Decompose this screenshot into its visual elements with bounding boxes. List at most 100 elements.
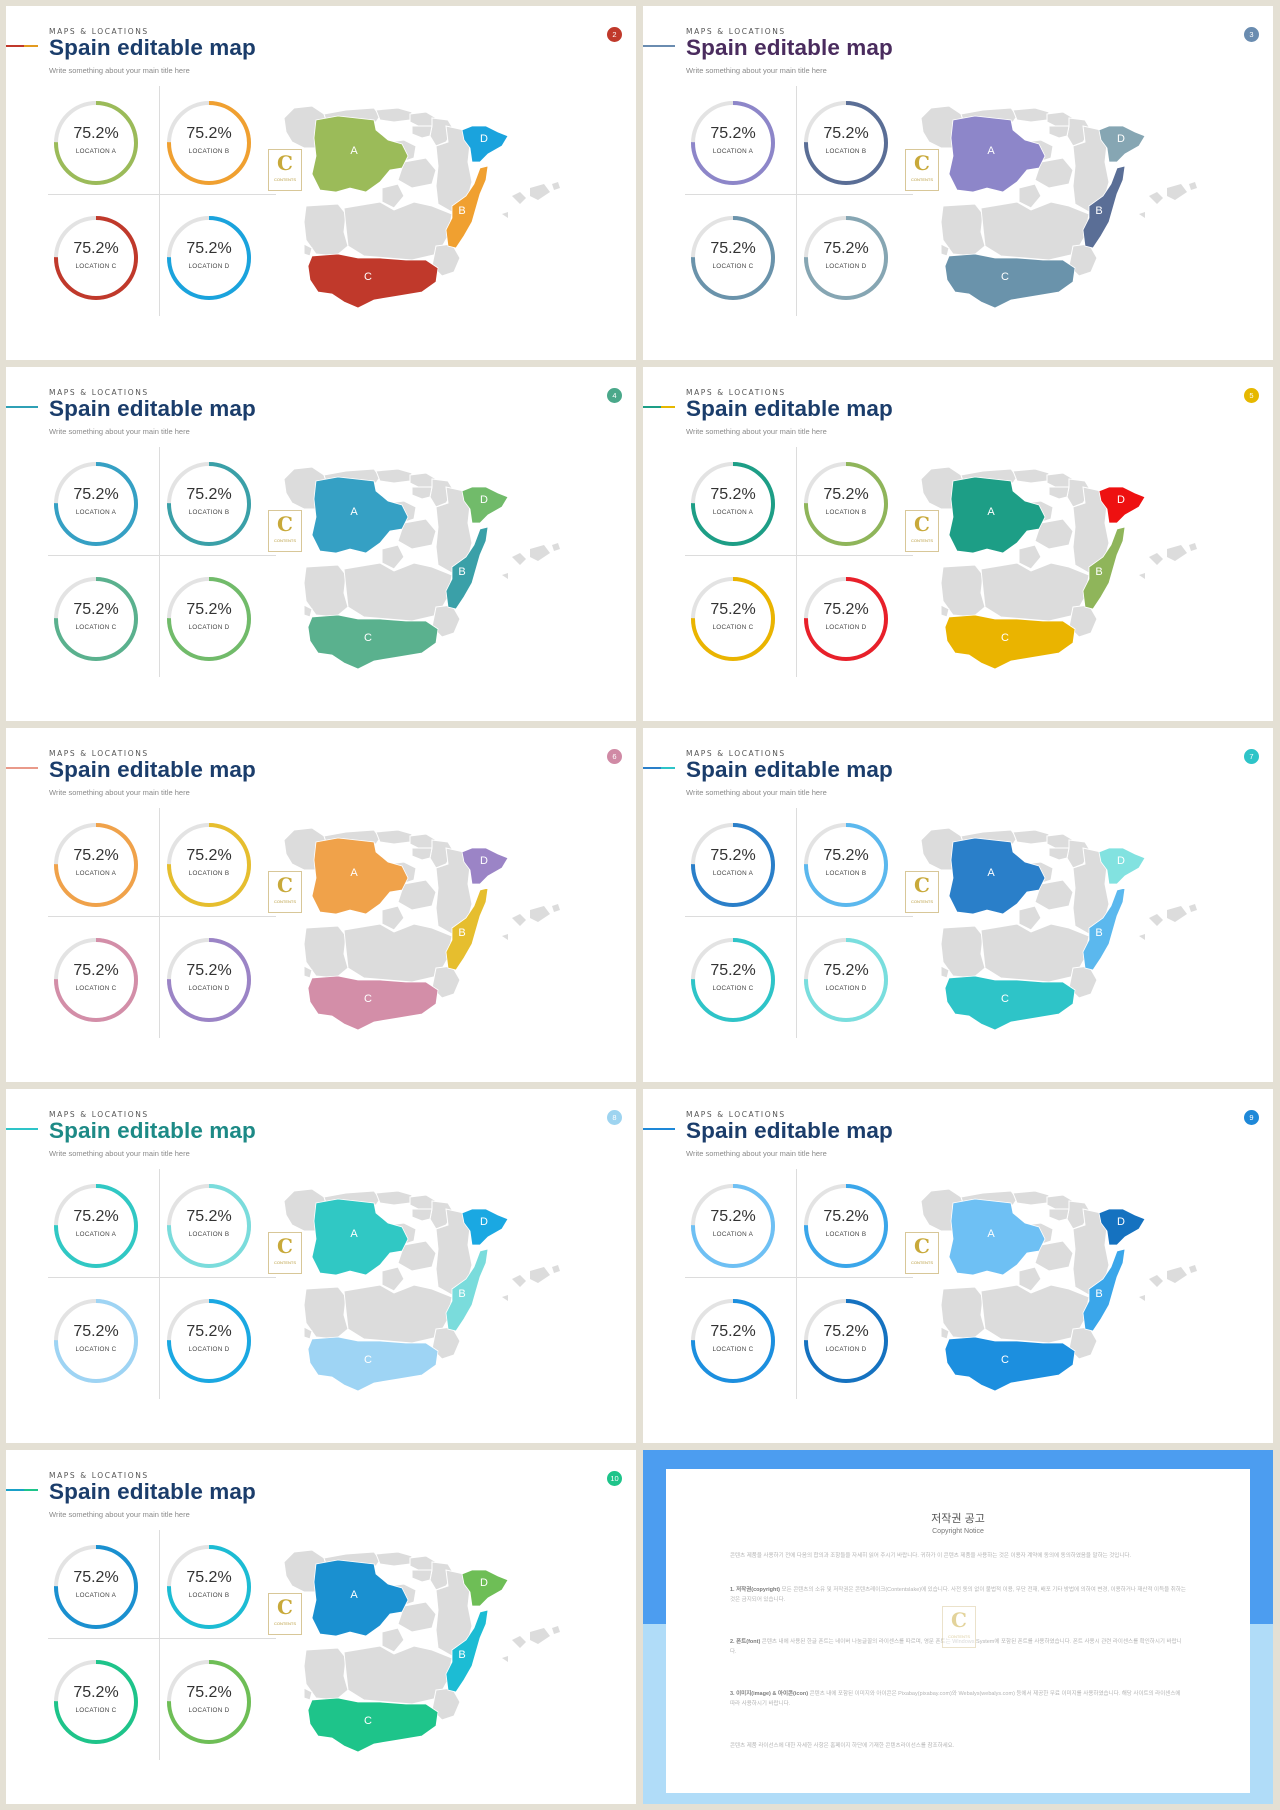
spain-map[interactable]: A B C D [276, 96, 576, 331]
ring-progress [804, 101, 888, 185]
stat-ring-b: 75.2% LOCATION B [802, 1182, 890, 1270]
slide-title: Spain editable map [49, 1118, 256, 1143]
slide-title: Spain editable map [49, 1479, 256, 1504]
map-highlight-d [461, 125, 509, 163]
map-island [530, 545, 550, 561]
divider-vertical [159, 447, 160, 677]
divider-horizontal [685, 1277, 913, 1278]
stat-label: LOCATION C [712, 1346, 754, 1353]
ring-chart [691, 1299, 775, 1383]
section-kicker: MAPS & LOCATIONS [49, 388, 149, 397]
map-highlight-a [311, 1559, 409, 1637]
map-region-ceuta [303, 1326, 313, 1340]
slide-page-3[interactable]: MAPS & LOCATIONS Spain editable map Writ… [643, 6, 1273, 360]
logo-letter: C [951, 1608, 967, 1632]
map-region-extra2 [1034, 518, 1074, 550]
spain-map[interactable]: A B C D [276, 457, 576, 692]
map-region-ceuta [940, 965, 950, 979]
map-region-rioja [411, 1569, 433, 1583]
spain-map[interactable]: A B C D [913, 96, 1213, 331]
section-heading: 2. 폰트(font) [730, 1639, 761, 1645]
ring-progress [54, 101, 138, 185]
map-highlight-d [1098, 486, 1146, 524]
map-region-ceuta [940, 604, 950, 618]
slide-title: Spain editable map [686, 1118, 893, 1143]
ring-progress [804, 216, 888, 300]
stat-label: LOCATION B [825, 148, 867, 155]
logo-letter: C [277, 1595, 293, 1619]
section-kicker: MAPS & LOCATIONS [686, 388, 786, 397]
notice-title: 저작권 공고 [931, 1513, 985, 1525]
slide-page-6[interactable]: MAPS & LOCATIONS Spain editable map Writ… [6, 728, 636, 1082]
ring-chart [167, 1660, 251, 1744]
stat-label: LOCATION A [75, 870, 117, 877]
map-island [552, 1265, 560, 1273]
map-region-extra2 [1034, 879, 1074, 911]
map-highlight-d [1098, 125, 1146, 163]
slide-page-2[interactable]: MAPS & LOCATIONS Spain editable map Writ… [6, 6, 636, 360]
spain-map[interactable]: A B C D [913, 457, 1213, 692]
slide-title: Spain editable map [686, 757, 893, 782]
map-island [1149, 192, 1163, 204]
accent-segment [6, 1489, 24, 1491]
stat-value: 75.2% [73, 1684, 119, 1701]
stat-value: 75.2% [73, 1208, 119, 1225]
ring-chart [691, 462, 775, 546]
title-accent-line [643, 406, 675, 408]
logo-text: CONTENTS [911, 538, 933, 543]
ring-progress [691, 1184, 775, 1268]
spain-map[interactable]: A B C D [276, 1179, 576, 1414]
stat-ring-d: 75.2% LOCATION D [165, 1658, 253, 1746]
divider-vertical [159, 1169, 160, 1399]
slide-page-5[interactable]: MAPS & LOCATIONS Spain editable map Writ… [643, 367, 1273, 721]
ring-progress [167, 1545, 251, 1629]
map-island [530, 1267, 550, 1283]
slide-page-7[interactable]: MAPS & LOCATIONS Spain editable map Writ… [643, 728, 1273, 1082]
spain-map[interactable]: A B C D [276, 1540, 576, 1775]
map-highlight-d [461, 1208, 509, 1246]
map-island [1189, 1265, 1197, 1273]
logo-letter: C [277, 151, 293, 175]
map-island [1149, 1275, 1163, 1287]
stat-ring-c: 75.2% LOCATION C [52, 1297, 140, 1385]
stat-label: LOCATION C [75, 263, 117, 270]
map-region-cantabria [1012, 107, 1050, 123]
stat-value: 75.2% [186, 1208, 232, 1225]
spain-map[interactable]: A B C D [276, 818, 576, 1053]
stat-ring-a: 75.2% LOCATION A [52, 1182, 140, 1270]
ring-chart [54, 938, 138, 1022]
brand-logo: C CONTENTS [268, 149, 302, 191]
divider-vertical [796, 808, 797, 1038]
map-highlight-a [311, 1198, 409, 1276]
map-label-c: C [1001, 271, 1009, 283]
page-number-badge: 4 [607, 388, 622, 403]
slide-page-9[interactable]: MAPS & LOCATIONS Spain editable map Writ… [643, 1089, 1273, 1443]
ring-chart [691, 938, 775, 1022]
slide-subtitle: Write something about your main title he… [686, 1149, 827, 1158]
map-region-madrid [381, 183, 405, 209]
map-region-cantabria [375, 1551, 413, 1567]
stat-value: 75.2% [73, 1323, 119, 1340]
stat-ring-c: 75.2% LOCATION C [689, 214, 777, 302]
slide-page-10[interactable]: MAPS & LOCATIONS Spain editable map Writ… [6, 1450, 636, 1804]
ring-progress [167, 101, 251, 185]
copyright-slide[interactable]: 저작권 공고 Copyright Notice 콘텐츠 제품을 사용하기 전에 … [643, 1450, 1273, 1804]
section-kicker: MAPS & LOCATIONS [49, 1110, 149, 1119]
stat-value: 75.2% [186, 1323, 232, 1340]
spain-map[interactable]: A B C D [913, 1179, 1213, 1414]
map-island [1139, 573, 1145, 579]
slide-page-4[interactable]: MAPS & LOCATIONS Spain editable map Writ… [6, 367, 636, 721]
logo-text: CONTENTS [274, 1260, 296, 1265]
notice-section-copyright: 1. 저작권(copyright) 모든 콘텐츠의 소유 및 저작권은 콘텐츠레… [730, 1585, 1186, 1605]
ring-progress [804, 462, 888, 546]
title-accent-line [643, 1128, 675, 1130]
slide-page-8[interactable]: MAPS & LOCATIONS Spain editable map Writ… [6, 1089, 636, 1443]
ring-chart [54, 216, 138, 300]
map-region-extremadura [303, 925, 349, 979]
map-label-c: C [1001, 993, 1009, 1005]
spain-map[interactable]: A B C D [913, 818, 1213, 1053]
map-label-b: B [1095, 1288, 1102, 1300]
page-number-badge: 9 [1244, 1110, 1259, 1125]
map-region-extra2 [1034, 1240, 1074, 1272]
ring-chart [167, 1184, 251, 1268]
